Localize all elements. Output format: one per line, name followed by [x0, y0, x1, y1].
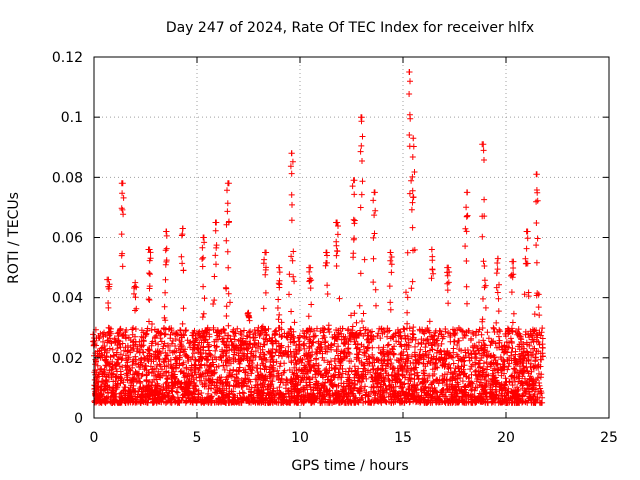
peak-marker — [260, 249, 270, 296]
peak-point — [224, 180, 232, 255]
peak-marker — [370, 189, 379, 286]
peak-marker — [244, 309, 253, 324]
peak-point — [275, 264, 283, 303]
peak-point — [211, 219, 220, 280]
peak-marker — [178, 225, 187, 274]
peak-marker — [199, 234, 208, 290]
y-tick-label: 0.12 — [52, 50, 83, 66]
peak-point — [260, 249, 270, 296]
peak-point — [104, 276, 113, 311]
y-tick-label: 0.02 — [52, 351, 83, 367]
chart-title: Day 247 of 2024, Rate Of TEC Index for r… — [166, 20, 534, 36]
x-tick-label: 20 — [497, 430, 515, 446]
peak-point — [349, 177, 358, 257]
peak-point — [370, 189, 379, 286]
peak-point — [357, 114, 366, 211]
peak-point — [409, 135, 417, 254]
peak-marker — [322, 249, 331, 297]
y-tick-label: 0 — [74, 411, 83, 427]
peak-marker — [508, 258, 517, 296]
peak-point — [493, 255, 502, 302]
x-tick-label: 15 — [394, 430, 412, 446]
peak-point — [306, 264, 315, 308]
peak-marker — [275, 264, 283, 303]
peak-marker — [522, 228, 531, 267]
peak-point — [479, 141, 488, 265]
peak-point — [428, 246, 437, 282]
peak-marker — [444, 264, 453, 307]
peak-point — [322, 249, 331, 297]
y-axis-label: ROTI / TECUs — [6, 192, 22, 284]
peak-point — [131, 279, 140, 312]
y-tick-label: 0.04 — [52, 291, 83, 307]
peak-point — [145, 246, 154, 292]
axis-ticks: 0 5 10 15 20 25 0 0.02 0.04 0.06 0.08 0.1 0.12 — [52, 50, 618, 446]
peak-marker — [333, 219, 341, 269]
peak-point — [178, 225, 187, 274]
peak-point — [287, 150, 296, 264]
peak-point — [199, 234, 208, 290]
y-tick-label: 0.1 — [61, 110, 83, 126]
scatter-point-cloud — [91, 91, 546, 406]
peak-marker — [386, 249, 395, 306]
peak-marker — [131, 279, 140, 312]
peak-marker — [479, 141, 488, 265]
peak-point — [522, 228, 531, 267]
peak-point — [118, 180, 127, 259]
x-axis-label: GPS time / hours — [291, 458, 408, 474]
peak-marker — [349, 177, 358, 257]
peak-marker — [493, 255, 502, 302]
peak-marker — [406, 69, 414, 197]
peak-point — [508, 258, 517, 296]
peak-point — [406, 69, 414, 197]
peak-marker — [118, 180, 127, 259]
peak-point — [533, 171, 541, 266]
x-tick-label: 0 — [90, 430, 99, 446]
x-tick-label: 25 — [600, 430, 618, 446]
data-points — [90, 69, 546, 406]
peak-marker — [224, 180, 232, 255]
peak-marker — [463, 189, 471, 264]
x-tick-label: 10 — [291, 430, 309, 446]
peak-marker — [162, 228, 170, 283]
peak-point — [162, 228, 170, 283]
peak-marker — [533, 171, 541, 266]
y-tick-label: 0.08 — [52, 170, 83, 186]
peak-point — [244, 309, 253, 324]
x-tick-label: 5 — [193, 430, 202, 446]
peak-marker — [145, 246, 154, 292]
peak-point — [463, 189, 471, 264]
peak-marker — [409, 135, 417, 254]
peak-point — [333, 219, 341, 269]
peak-marker — [306, 264, 315, 308]
peak-marker — [428, 246, 437, 282]
peak-marker — [287, 150, 296, 264]
peak-marker — [104, 276, 113, 311]
peak-point — [444, 264, 453, 307]
peak-marker — [357, 114, 366, 211]
peak-marker — [211, 219, 220, 280]
peak-point — [386, 249, 395, 306]
y-tick-label: 0.06 — [52, 231, 83, 247]
